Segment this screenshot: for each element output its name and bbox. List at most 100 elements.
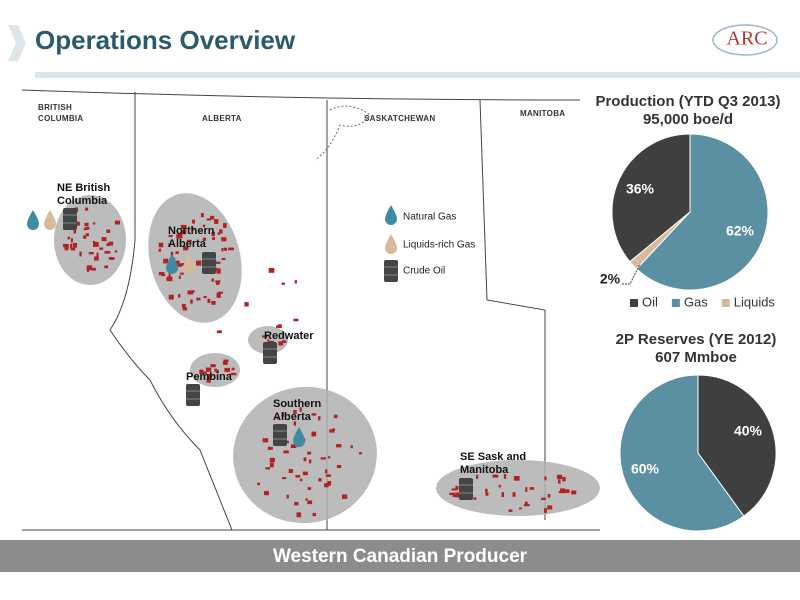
well-dot [163, 258, 169, 264]
region-label: Southern [273, 398, 322, 410]
well-dot [158, 271, 165, 276]
well-dot [308, 459, 312, 464]
well-dot [296, 512, 302, 518]
well-dot [257, 482, 260, 486]
well-dot [211, 278, 214, 282]
logo: ARC [726, 28, 767, 50]
well-dot [557, 479, 561, 484]
well-dot [104, 251, 111, 254]
well-dot [178, 294, 181, 298]
well-dot [281, 412, 285, 417]
oil-icon [201, 251, 217, 275]
well-dot [183, 246, 188, 251]
well-dot [186, 239, 192, 243]
well-dot [180, 263, 185, 266]
well-dot [203, 296, 207, 299]
well-dot [503, 474, 507, 479]
well-dot [86, 269, 89, 273]
legend-label: Liquids [734, 294, 776, 309]
border [21, 89, 581, 101]
legend-swatch [630, 299, 638, 307]
well-dot [455, 492, 460, 498]
chart-subtitle: 95,000 boe/d [643, 111, 733, 128]
well-dot [325, 474, 332, 477]
region-label: Alberta [273, 411, 312, 423]
well-dot [485, 488, 488, 494]
region-label: Columbia [57, 195, 108, 207]
border [109, 92, 233, 531]
well-dot [563, 489, 570, 494]
well-dot [512, 492, 516, 497]
well-dot [283, 450, 289, 454]
well-dot [219, 229, 223, 234]
well-dot [206, 378, 211, 383]
well-dot [281, 340, 287, 343]
oil-icon [185, 383, 201, 407]
well-dot [267, 339, 270, 342]
well-dot [166, 277, 172, 281]
well-dot [278, 341, 284, 346]
well-dot [524, 501, 528, 505]
well-dot [451, 488, 458, 491]
well-dot [176, 234, 181, 239]
footer-bar [0, 540, 800, 572]
well-dot [74, 221, 80, 226]
well-dot [281, 282, 285, 285]
well-dot [544, 476, 547, 481]
well-dot [556, 474, 563, 480]
well-dot [547, 494, 551, 498]
well-dot [176, 264, 182, 267]
well-dot [299, 478, 303, 482]
well-dot [70, 247, 76, 251]
well-dot [299, 407, 302, 412]
well-dot [196, 297, 201, 301]
well-dot [216, 268, 220, 274]
well-dot [181, 229, 187, 235]
well-dot [305, 498, 308, 501]
well-dot [562, 476, 566, 482]
well-dot [192, 219, 195, 224]
map-legend-label: Liquids-rich Gas [403, 240, 475, 251]
well-dot [182, 307, 188, 311]
well-dot [207, 298, 211, 304]
well-dot [513, 476, 520, 481]
well-dot [202, 237, 207, 241]
pie-slice [611, 133, 691, 263]
well-dot [318, 416, 321, 421]
well-dot [293, 318, 299, 322]
logo-ring [712, 24, 778, 56]
well-dot [211, 301, 216, 305]
well-dot [209, 374, 213, 378]
well-dot [69, 243, 73, 249]
well-dot [65, 244, 69, 249]
well-dot [519, 507, 522, 510]
well-dot [228, 247, 234, 251]
well-dot [541, 497, 546, 501]
well-dot [215, 280, 221, 283]
pie-slice [697, 374, 777, 517]
well-dot [191, 227, 194, 231]
well-dot [106, 243, 110, 247]
well-dot [286, 494, 289, 499]
well-dot [216, 292, 221, 298]
province-label: ALBERTA [202, 114, 242, 123]
data-label: 62% [726, 223, 755, 239]
well-dot [114, 220, 120, 225]
well-dot [106, 229, 111, 233]
well-dot [158, 248, 162, 252]
well-dot [277, 324, 282, 328]
well-dot [114, 250, 118, 253]
well-dot [217, 291, 224, 294]
well-dot [452, 494, 458, 498]
well-dot [70, 238, 73, 243]
well-dot [210, 364, 216, 368]
legend-label: Oil [642, 294, 658, 309]
well-dot [108, 257, 115, 260]
region-label: Redwater [264, 330, 314, 342]
well-dot [329, 429, 335, 433]
well-dot [268, 267, 275, 273]
well-dot [262, 335, 268, 338]
well-dot [108, 241, 114, 246]
well-dot [84, 222, 89, 227]
